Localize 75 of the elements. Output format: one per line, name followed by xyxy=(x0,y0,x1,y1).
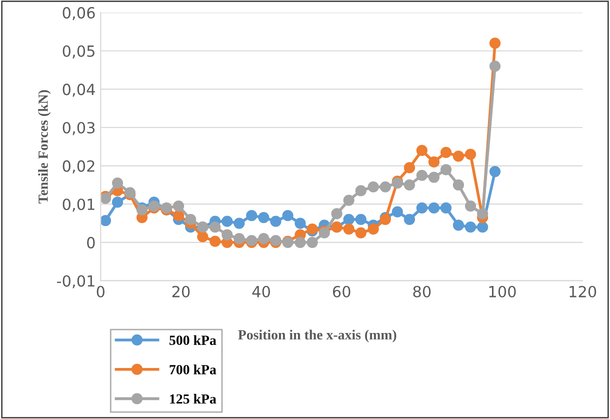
point xyxy=(185,214,196,225)
point xyxy=(222,229,233,240)
x-tick-label: 100 xyxy=(489,286,516,298)
point xyxy=(392,206,403,218)
point xyxy=(306,236,318,248)
x-tick-label: 20 xyxy=(172,286,190,298)
point xyxy=(258,212,270,224)
point xyxy=(368,223,379,235)
point xyxy=(173,210,184,222)
y-tick-label: 0,01 xyxy=(62,198,94,212)
point xyxy=(428,156,440,168)
point xyxy=(355,214,366,225)
point xyxy=(452,150,464,162)
x-tick-label: 40 xyxy=(252,286,270,298)
x-tick-label: 80 xyxy=(413,286,431,298)
point xyxy=(100,215,112,226)
point xyxy=(416,202,428,214)
point xyxy=(222,216,233,227)
legend-label: 500 kPa xyxy=(170,335,216,345)
y-tick-label: 0,05 xyxy=(62,45,94,58)
point xyxy=(294,218,306,229)
y-tick-label: -0,01 xyxy=(57,275,94,288)
point xyxy=(477,222,488,233)
point xyxy=(404,179,416,191)
point xyxy=(464,148,476,160)
point xyxy=(210,236,221,247)
x-tick-label: 120 xyxy=(570,286,596,298)
point xyxy=(428,202,440,214)
y-tick-label: 0,06 xyxy=(62,7,95,20)
point xyxy=(489,166,501,178)
point xyxy=(368,181,379,192)
point xyxy=(294,236,306,248)
point xyxy=(440,202,452,214)
point xyxy=(258,233,270,244)
point xyxy=(197,231,208,242)
point xyxy=(440,164,452,176)
point xyxy=(452,179,464,191)
point xyxy=(404,214,416,225)
y-tick-label: 0,02 xyxy=(62,160,94,174)
y-axis-title: Tensile Forces (kN) xyxy=(38,90,51,204)
point xyxy=(416,170,428,181)
x-axis-title: Position in the x-axis (mm) xyxy=(238,330,396,342)
point xyxy=(112,177,124,189)
point xyxy=(489,38,501,49)
point xyxy=(477,208,488,220)
point xyxy=(343,194,354,206)
legend-label: 125 kPa xyxy=(170,394,216,404)
point xyxy=(331,208,342,220)
point xyxy=(464,222,476,233)
x-tick-label: 0 xyxy=(96,286,104,298)
y-tick-label: 0,04 xyxy=(62,84,95,97)
point xyxy=(452,220,464,231)
y-tick-label: 0,03 xyxy=(62,122,95,136)
point xyxy=(343,214,354,225)
point xyxy=(440,146,452,158)
legend-label: 700 kPa xyxy=(170,364,216,374)
point xyxy=(270,216,282,227)
point xyxy=(112,196,124,208)
point xyxy=(234,218,245,229)
point xyxy=(404,162,416,174)
point xyxy=(464,200,476,212)
x-tick-label: 60 xyxy=(332,286,350,298)
point xyxy=(343,223,354,235)
point xyxy=(380,181,391,192)
point xyxy=(210,222,221,233)
point xyxy=(282,210,294,222)
point xyxy=(416,144,428,156)
point xyxy=(246,210,258,222)
point xyxy=(428,172,440,183)
point xyxy=(234,233,245,244)
point xyxy=(355,227,366,238)
point xyxy=(173,200,184,212)
y-tick-label: 0 xyxy=(87,236,95,248)
point xyxy=(355,185,366,196)
point xyxy=(489,60,501,72)
